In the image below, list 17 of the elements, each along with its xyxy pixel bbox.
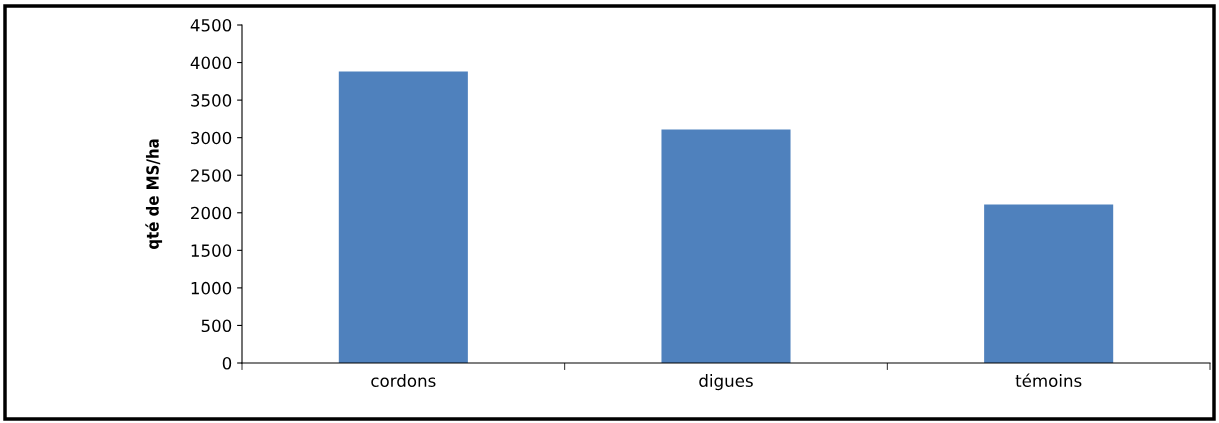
y-tick-label: 3000 bbox=[191, 131, 232, 145]
y-tick-label: 1000 bbox=[191, 281, 232, 295]
y-tick-label: 3500 bbox=[191, 94, 232, 107]
x-tick-label: témoins bbox=[1015, 373, 1082, 388]
y-tick-label: 0 bbox=[222, 356, 232, 370]
bar bbox=[661, 129, 791, 363]
bar bbox=[984, 204, 1114, 363]
x-tick-label: digues bbox=[699, 374, 753, 391]
y-axis-title: qté de MS/ha bbox=[145, 139, 163, 250]
y-tick-label: 2000 bbox=[191, 206, 232, 220]
y-tick-label: 500 bbox=[201, 319, 232, 333]
y-tick-label: 1500 bbox=[191, 244, 232, 257]
y-tick-label: 4000 bbox=[190, 56, 232, 70]
bar bbox=[338, 71, 468, 363]
y-tick-label: 2500 bbox=[191, 169, 232, 182]
y-tick-label: 4500 bbox=[190, 18, 232, 32]
x-tick-label: cordons bbox=[371, 374, 436, 388]
